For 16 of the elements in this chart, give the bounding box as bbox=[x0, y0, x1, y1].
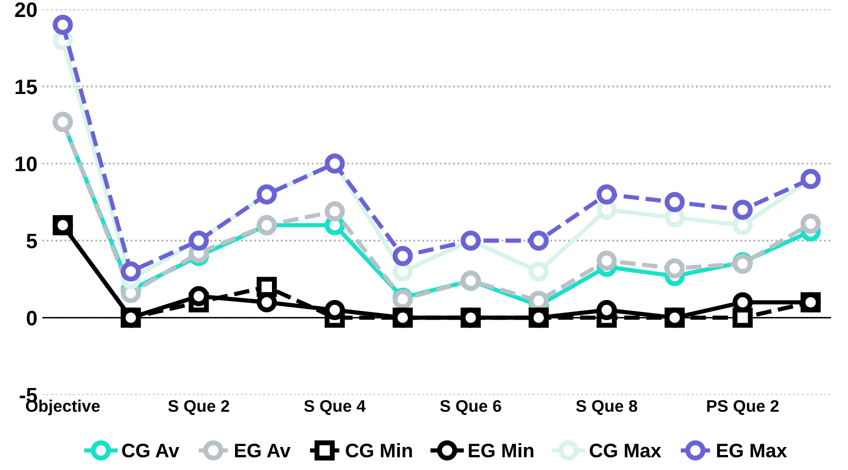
legend-label: CG Av bbox=[122, 444, 180, 458]
legend-label: EG Min bbox=[468, 443, 534, 458]
y-tick-label: 15 bbox=[16, 80, 37, 94]
x-tick-label: S Que 4 bbox=[304, 400, 366, 416]
legend-label: CG Min bbox=[346, 443, 412, 458]
legend-label: CG Max bbox=[590, 444, 662, 458]
y-tick-label: 5 bbox=[26, 234, 37, 248]
x-tick-label: S Que 6 bbox=[440, 400, 502, 416]
x-tick-label: S Que 2 bbox=[168, 400, 230, 416]
legend-label: EG Av bbox=[235, 444, 291, 458]
y-tick-label: 20 bbox=[15, 2, 37, 18]
x-tick-label: PS Que 2 bbox=[707, 400, 779, 416]
y-tick-label: 0 bbox=[26, 310, 37, 326]
x-tick-label: S Que 8 bbox=[576, 400, 638, 416]
legend-label: EG Max bbox=[717, 444, 787, 458]
y-tick-label: 10 bbox=[16, 156, 37, 172]
